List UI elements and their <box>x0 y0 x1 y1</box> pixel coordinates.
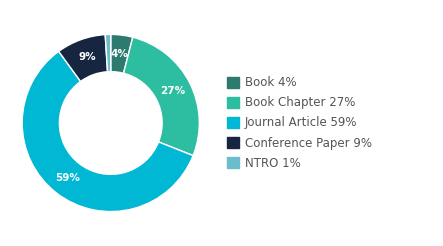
Text: 59%: 59% <box>55 173 80 183</box>
Wedge shape <box>58 35 108 81</box>
Text: 27%: 27% <box>160 86 186 96</box>
Wedge shape <box>105 34 111 72</box>
Wedge shape <box>22 51 193 212</box>
Text: 9%: 9% <box>78 52 96 62</box>
Legend: Book 4%, Book Chapter 27%, Journal Article 59%, Conference Paper 9%, NTRO 1%: Book 4%, Book Chapter 27%, Journal Artic… <box>227 76 372 170</box>
Text: 4%: 4% <box>111 49 128 59</box>
Wedge shape <box>111 34 133 73</box>
Wedge shape <box>124 37 199 156</box>
